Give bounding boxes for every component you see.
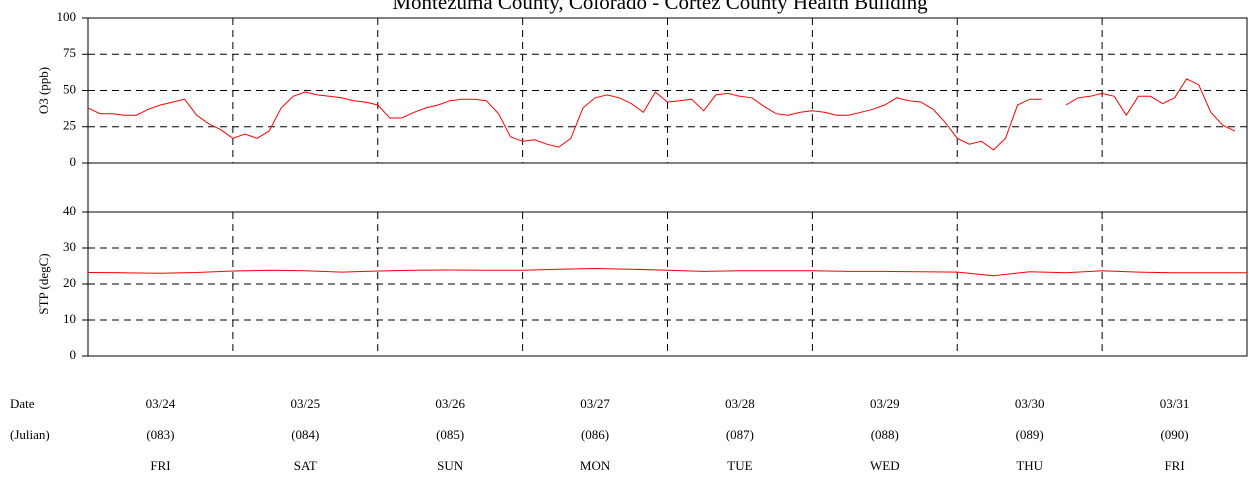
weekday-label: WED [870, 458, 900, 473]
julian-label: (087) [726, 427, 754, 442]
date-label: 03/27 [580, 396, 610, 411]
row-label: Date [10, 396, 35, 411]
row-label: (Julian) [10, 427, 50, 442]
weekday-label: SUN [437, 458, 464, 473]
data-line [87, 78, 1236, 151]
y-tick-label: 20 [63, 275, 76, 290]
date-label: 03/25 [291, 396, 321, 411]
julian-label: (090) [1160, 427, 1188, 442]
weekday-label: MON [580, 458, 611, 473]
y-tick-label: 30 [63, 239, 76, 254]
julian-label: (085) [436, 427, 464, 442]
date-label: 03/26 [435, 396, 465, 411]
y-axis-label: O3 (ppb) [36, 67, 51, 114]
julian-label: (086) [581, 427, 609, 442]
date-label: 03/24 [146, 396, 176, 411]
julian-label: (089) [1016, 427, 1044, 442]
weekday-label: TUE [727, 458, 752, 473]
date-label: 03/31 [1160, 396, 1190, 411]
julian-label: (084) [291, 427, 319, 442]
julian-label: (088) [871, 427, 899, 442]
y-tick-label: 25 [63, 118, 76, 133]
data-line [87, 267, 1247, 277]
chart-title: Montezuma County, Colorado - Cortez Coun… [392, 0, 928, 14]
julian-label: (083) [146, 427, 174, 442]
date-label: 03/30 [1015, 396, 1045, 411]
date-label: 03/28 [725, 396, 755, 411]
y-tick-label: 0 [70, 347, 77, 362]
weekday-label: FRI [150, 458, 170, 473]
weekday-label: SAT [294, 458, 317, 473]
y-tick-label: 0 [70, 154, 77, 169]
date-label: 03/29 [870, 396, 900, 411]
y-tick-label: 40 [63, 203, 76, 218]
y-tick-label: 50 [63, 81, 76, 96]
y-axis-label: STP (degC) [36, 253, 51, 314]
weekday-label: THU [1016, 458, 1043, 473]
y-tick-label: 75 [63, 45, 76, 60]
weekday-label: FRI [1164, 458, 1184, 473]
y-tick-label: 10 [63, 311, 76, 326]
y-tick-label: 100 [57, 9, 77, 24]
